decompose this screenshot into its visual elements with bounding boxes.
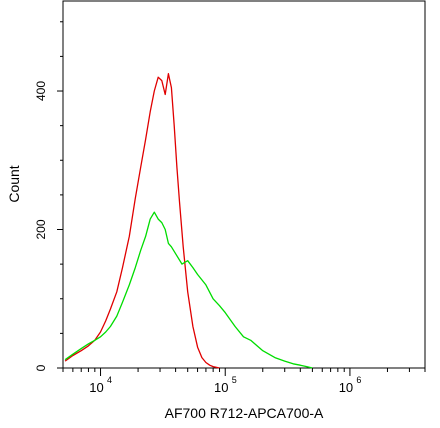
x-tick-label: 10 — [214, 380, 228, 395]
x-tick-label: 10 — [339, 380, 353, 395]
x-axis-label: AF700 R712-APCA700-A — [165, 405, 324, 421]
x-tick-exponent: 4 — [107, 375, 112, 385]
x-axis: 10 4 10 5 10 6 — [62, 368, 426, 395]
x-tick-exponent: 5 — [232, 375, 237, 385]
series-layer — [64, 73, 313, 369]
x-tick-label: 10 — [89, 380, 103, 395]
plot-area — [62, 0, 426, 369]
y-tick-label: 200 — [34, 219, 48, 239]
y-tick-label: 400 — [34, 81, 48, 101]
y-tick-label: 0 — [34, 364, 48, 371]
y-axis-label: Count — [6, 165, 22, 202]
series-line-2 — [64, 211, 313, 369]
x-tick-exponent: 6 — [356, 375, 361, 385]
y-axis: 0 200 400 — [34, 21, 63, 371]
series-line-1 — [64, 73, 220, 369]
